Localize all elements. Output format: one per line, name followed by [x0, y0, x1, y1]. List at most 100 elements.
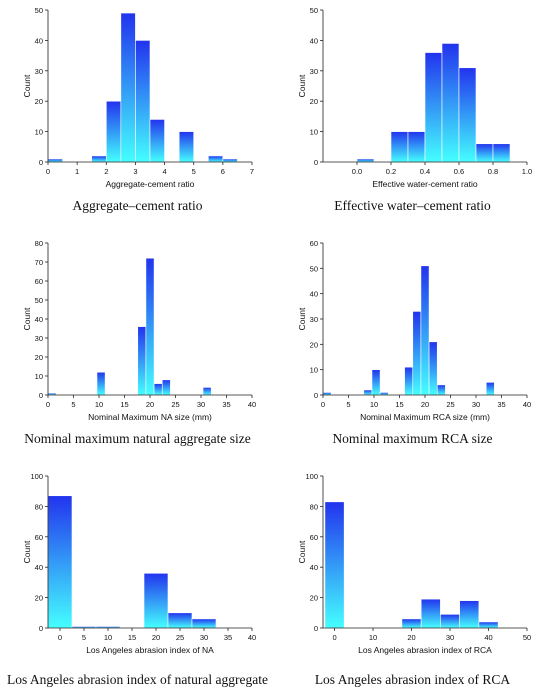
histogram-bar: [153, 383, 163, 396]
y-tick-label: 20: [35, 97, 43, 106]
y-tick-label: 80: [35, 502, 43, 511]
histogram-bar: [420, 265, 430, 396]
x-tick-label: 0: [58, 633, 62, 642]
panel-caption: Nominal maximum RCA size: [332, 431, 493, 446]
x-tick-label: 20: [152, 633, 160, 642]
histogram-bar: [440, 614, 460, 629]
y-tick-label: 60: [35, 533, 43, 542]
x-tick-label: 35: [497, 400, 505, 409]
histogram-bar: [222, 158, 238, 163]
y-tick-label: 20: [310, 97, 318, 106]
x-tick-label: 40: [523, 400, 531, 409]
histogram-bar: [91, 155, 107, 163]
x-tick-label: 5: [82, 633, 86, 642]
histogram-bar: [420, 598, 441, 629]
y-tick-label: 100: [305, 472, 318, 481]
histogram-bar: [135, 40, 151, 163]
histogram-svg: 0 10 20 30 40 50 0.0 0.2 0.4 0.6 0.8 1.0 Effective w…: [297, 6, 532, 189]
y-tick-label: 0: [314, 391, 318, 400]
histogram-bar: [458, 67, 477, 163]
histogram-bar: [47, 158, 63, 163]
y-tick-label: 30: [35, 67, 43, 76]
y-tick-label: 60: [310, 533, 318, 542]
y-tick-label: 30: [35, 334, 43, 343]
histogram-bar: [149, 119, 165, 163]
histogram-bar: [363, 389, 373, 396]
y-tick-label: 0: [314, 158, 318, 167]
x-axis-title: Los Angeles abrasion index of NA: [86, 645, 214, 655]
x-tick-label: 10: [369, 633, 377, 642]
y-tick-label: 40: [310, 36, 318, 45]
x-tick-label: 35: [224, 633, 232, 642]
x-tick-label: 5: [192, 167, 196, 176]
x-tick-label: 10: [104, 633, 112, 642]
y-tick-label: 20: [35, 594, 43, 603]
x-axis-title: Nominal Maximum NA size (mm): [88, 412, 212, 422]
x-tick-label: 40: [248, 633, 256, 642]
histogram-bar: [485, 382, 495, 396]
histogram-bar: [404, 366, 414, 396]
histogram-panel: 0 20 40 60 80 100 0 5 10 15 20 25 30 35 40 Los Angeles …: [0, 466, 275, 695]
histogram-bar: [120, 12, 136, 163]
y-tick-label: 30: [310, 67, 318, 76]
y-tick-label: 40: [35, 315, 43, 324]
x-tick-label: 40: [484, 633, 492, 642]
histogram-bar: [412, 311, 422, 396]
x-tick-label: 3: [133, 167, 137, 176]
histogram-bar: [459, 600, 480, 629]
x-axis-title: Los Angeles abrasion index of RCA: [358, 645, 492, 655]
x-tick-label: 20: [421, 400, 429, 409]
y-tick-label: 80: [35, 239, 43, 248]
y-tick-label: 10: [310, 128, 318, 137]
x-tick-label: 25: [446, 400, 454, 409]
x-tick-label: 0.2: [386, 167, 396, 176]
y-tick-label: 60: [310, 239, 318, 248]
histogram-svg: 0 10 20 30 40 50 60 70 80 0 5 10 15 20 25 30 35 40 Nominal…: [22, 239, 256, 422]
histogram-svg: 0 20 40 60 80 100 0 5 10 15 20 25 30 35 40 Los Angeles …: [22, 472, 256, 655]
histogram-bar: [178, 131, 195, 163]
histogram-svg: 0 10 20 30 40 50 0 1 2 3 4 5 6 7 Aggregate-cement rati…: [22, 6, 254, 189]
x-tick-label: 15: [128, 633, 136, 642]
x-tick-label: 6: [221, 167, 225, 176]
y-tick-label: 50: [35, 6, 43, 15]
y-tick-label: 50: [35, 296, 43, 305]
histogram-panel: 0 10 20 30 40 50 0.0 0.2 0.4 0.6 0.8 1.0 Effective w…: [275, 0, 550, 229]
histogram-bar: [390, 131, 409, 163]
y-tick-label: 0: [314, 624, 318, 633]
x-tick-label: 4: [162, 167, 166, 176]
x-tick-label: 30: [197, 400, 205, 409]
histogram-bar: [96, 371, 106, 396]
y-tick-label: 40: [35, 36, 43, 45]
x-tick-label: 10: [95, 400, 103, 409]
histogram-panel: 0 10 20 30 40 50 60 0 5 10 15 20 25 30 35 40 Nominal Max…: [275, 233, 550, 462]
y-axis-title: Count: [22, 307, 32, 330]
histogram-panel: 0 10 20 30 40 50 60 70 80 0 5 10 15 20 25 30 35 40 Nominal…: [0, 233, 275, 462]
x-axis-title: Effective water-cement ratio: [372, 179, 477, 189]
x-tick-label: 0: [332, 633, 336, 642]
histogram-bar: [492, 143, 511, 163]
y-tick-label: 30: [310, 315, 318, 324]
y-tick-label: 40: [310, 563, 318, 572]
x-tick-label: 35: [222, 400, 230, 409]
histogram-svg: 0 20 40 60 80 100 0 10 20 30 40 50 Los Angeles abras…: [297, 472, 531, 655]
x-tick-label: 30: [200, 633, 208, 642]
y-axis-title: Count: [297, 540, 307, 563]
histogram-panel: 0 20 40 60 80 100 0 10 20 30 40 50 Los Angeles abras…: [275, 466, 550, 695]
x-tick-label: 20: [407, 633, 415, 642]
histogram-bar: [47, 495, 73, 629]
histogram-bar: [202, 387, 212, 396]
y-tick-label: 20: [310, 340, 318, 349]
y-tick-label: 0: [39, 624, 43, 633]
histogram-bar: [401, 618, 422, 629]
x-tick-label: 1.0: [522, 167, 532, 176]
histogram-bar: [207, 155, 224, 163]
histogram-bar: [424, 52, 443, 163]
y-tick-label: 70: [35, 258, 43, 267]
x-tick-label: 7: [250, 167, 254, 176]
x-tick-label: 40: [248, 400, 256, 409]
histogram-bar: [428, 341, 438, 396]
y-axis-title: Count: [297, 74, 307, 97]
y-tick-label: 0: [39, 391, 43, 400]
x-tick-label: 2: [104, 167, 108, 176]
